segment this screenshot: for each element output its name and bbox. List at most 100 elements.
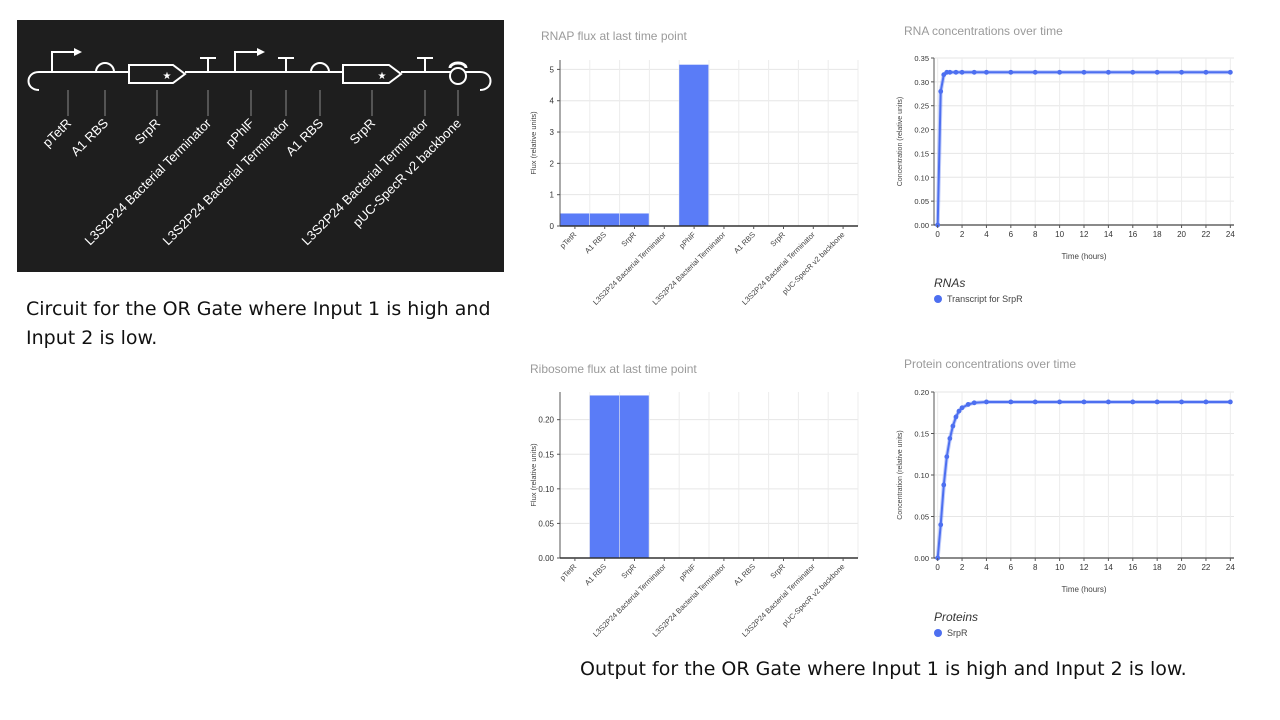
x-tick-label: 6 — [1009, 230, 1014, 239]
origin-cap-icon — [448, 61, 468, 69]
x-tick-label: pTetR — [558, 230, 579, 251]
output-caption: Output for the OR Gate where Input 1 is … — [580, 658, 1187, 680]
circuit-part-label: SrpR — [347, 116, 379, 148]
data-point — [1154, 399, 1160, 405]
x-tick-label: 14 — [1104, 563, 1113, 572]
x-axis-label: Time (hours) — [1061, 252, 1106, 261]
circuit-part-glyph — [51, 48, 82, 72]
data-point — [1130, 399, 1136, 405]
y-tick-label: 0.05 — [914, 197, 929, 206]
x-tick-label: SrpR — [619, 230, 638, 249]
data-point — [1081, 399, 1087, 405]
data-point — [984, 69, 989, 75]
rna-legend: RNAs Transcript for SrpR — [934, 276, 1023, 304]
data-point — [1032, 399, 1038, 405]
data-point — [965, 402, 971, 407]
y-tick-label: 5 — [550, 65, 555, 74]
x-tick-label: A1 RBS — [732, 562, 757, 587]
x-tick-label: 10 — [1055, 230, 1064, 239]
x-tick-label: pUC-SpecR v2 backbone — [780, 562, 846, 628]
promoter-arrow-icon — [51, 51, 74, 72]
bar — [589, 395, 619, 558]
data-point — [1179, 399, 1184, 405]
x-tick-label: 22 — [1201, 563, 1210, 572]
data-point — [971, 69, 977, 75]
x-tick-label: 4 — [984, 563, 989, 572]
data-point — [938, 89, 944, 94]
data-point — [1203, 69, 1209, 75]
bar — [619, 395, 649, 558]
circuit-part-glyph — [278, 57, 294, 72]
data-point — [1227, 69, 1233, 75]
rna-chart-title: RNA concentrations over time — [904, 24, 1063, 38]
y-axis-label: Concentration (relative units) — [897, 97, 904, 187]
y-tick-label: 1 — [550, 191, 555, 200]
x-tick-label: 14 — [1104, 230, 1113, 239]
protein-legend-item: SrpR — [934, 628, 978, 638]
x-tick-label: 12 — [1080, 230, 1089, 239]
series-line — [936, 401, 1231, 559]
rbs-icon — [95, 62, 115, 73]
star-icon: ★ — [378, 71, 387, 82]
x-tick-label: 0 — [935, 563, 940, 572]
y-tick-label: 0.10 — [538, 485, 554, 494]
circuit-part-glyph: ★ — [128, 64, 187, 84]
circuit-part-label: SrpR — [132, 116, 164, 148]
backbone-right-end — [479, 71, 492, 91]
x-tick-label: 8 — [1033, 230, 1038, 239]
promoter-arrow-icon — [234, 51, 257, 72]
data-point — [1057, 69, 1063, 75]
data-point — [1081, 69, 1087, 75]
origin-circle-icon — [449, 67, 467, 85]
rna-legend-item: Transcript for SrpR — [934, 294, 1023, 304]
x-tick-label: 0 — [935, 230, 940, 239]
y-tick-label: 0.10 — [914, 471, 929, 480]
y-tick-label: 4 — [550, 97, 555, 106]
protein-legend-label: SrpR — [947, 628, 968, 638]
rna-concentration-chart: 0.000.050.100.150.200.250.300.350 2 4 6 8 10 1… — [897, 54, 1235, 261]
x-tick-label: 2 — [960, 563, 965, 572]
circuit-part-glyph — [310, 62, 330, 73]
protein-chart-title: Protein concentrations over time — [904, 357, 1077, 371]
x-tick-label: 18 — [1153, 563, 1162, 572]
y-tick-label: 0.15 — [538, 450, 554, 459]
x-tick-label: 22 — [1201, 230, 1210, 239]
y-tick-label: 0.20 — [914, 388, 929, 397]
y-axis-label: Concentration (relative units) — [897, 430, 904, 520]
protein-concentration-chart: 0.000.050.100.150.200 2 4 6 8 10 12 14 16 18 20 22 2… — [897, 388, 1235, 594]
ribosome-chart-title: Ribosome flux at last time point — [530, 362, 697, 376]
y-tick-label: 0.15 — [914, 430, 929, 439]
data-point — [959, 69, 965, 75]
x-tick-label: 6 — [1009, 563, 1014, 572]
y-tick-label: 0.00 — [914, 554, 929, 563]
x-tick-label: 2 — [960, 230, 965, 239]
x-tick-label: 24 — [1226, 230, 1235, 239]
x-tick-label: 10 — [1055, 563, 1064, 572]
data-point — [971, 400, 977, 406]
circuit-part-glyph — [95, 62, 115, 73]
terminator-icon — [200, 57, 216, 72]
data-point — [944, 454, 950, 460]
circuit-part-label: A1 RBS — [283, 115, 327, 159]
data-point — [1179, 69, 1184, 75]
data-point — [947, 436, 953, 441]
data-point — [938, 522, 944, 528]
x-tick-label: 20 — [1177, 230, 1186, 239]
circuit-part-glyph — [417, 57, 433, 72]
x-tick-label: 8 — [1033, 563, 1038, 572]
y-tick-label: 0.00 — [538, 554, 554, 563]
x-tick-label: SrpR — [619, 562, 638, 581]
circuit-part-glyph: ★ — [342, 64, 403, 84]
y-tick-label: 0.25 — [914, 102, 929, 111]
x-tick-label: pPhlF — [677, 230, 698, 251]
arrowhead-icon — [257, 48, 265, 56]
data-point — [1130, 69, 1136, 75]
data-point — [953, 69, 959, 75]
terminator-icon — [417, 57, 433, 72]
data-point — [953, 414, 959, 420]
circuit-part-glyph — [448, 61, 468, 85]
data-point — [984, 399, 989, 405]
